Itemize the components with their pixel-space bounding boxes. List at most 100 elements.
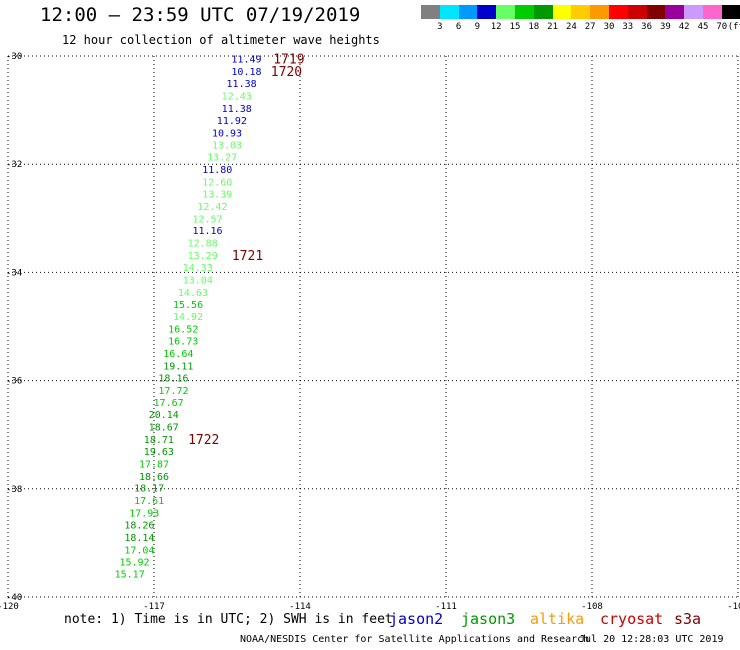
legend-jason3: jason3 — [461, 610, 516, 628]
wave-height-value: 16.73 — [168, 337, 198, 348]
lat-label: -38 — [6, 485, 22, 495]
legend-altika: altika — [530, 610, 585, 628]
legend-swatch — [590, 5, 609, 19]
wave-height-value: 14.92 — [173, 312, 203, 323]
footer-note: note: 1) Time is in UTC; 2) SWH is in fe… — [64, 612, 393, 627]
wave-height-value: 15.17 — [115, 570, 145, 581]
wave-height-value: 18.66 — [139, 472, 169, 483]
legend-swatch — [627, 5, 647, 19]
wave-height-value: 16.52 — [168, 325, 198, 336]
lat-label: -34 — [6, 268, 22, 278]
generated-timestamp: Jul 20 12:28:03 UTC 2019 — [579, 634, 724, 645]
wave-height-value: 13.03 — [212, 141, 242, 152]
wave-height-points: 11.4910.1811.3812.4311.3811.9210.9313.03… — [115, 55, 262, 581]
legend-cryosat: cryosat — [600, 610, 664, 628]
wave-height-value: 12.60 — [202, 178, 232, 189]
lon-label: -105 — [727, 602, 740, 612]
legend-s3a: s3a — [674, 610, 702, 628]
legend-tick-label: 21 — [547, 22, 559, 32]
map-subtitle: 12 hour collection of altimeter wave hei… — [62, 33, 380, 47]
wave-height-value: 10.93 — [212, 128, 242, 139]
legend-tick-label: 3 — [437, 22, 443, 32]
legend-swatch — [608, 5, 628, 19]
lon-label: -120 — [0, 602, 19, 612]
wave-height-value: 13.39 — [202, 189, 232, 200]
legend-swatch — [721, 5, 740, 19]
lat-lon-grid — [7, 55, 739, 598]
lat-label: -30 — [6, 52, 22, 62]
lon-label: -108 — [581, 602, 603, 612]
wave-height-value: 11.49 — [231, 55, 261, 66]
wave-height-value: 13.04 — [183, 275, 213, 286]
wave-height-value: 17.72 — [158, 386, 188, 397]
legend-swatch — [439, 5, 459, 19]
wave-height-value: 18.71 — [144, 435, 174, 446]
legend-tick-label: 30 — [603, 22, 615, 32]
wave-height-value: 13.29 — [188, 251, 218, 262]
wave-height-value: 11.80 — [202, 165, 232, 176]
wave-height-value: 12.88 — [188, 239, 218, 250]
legend-tick-label: 36 — [641, 22, 653, 32]
legend-tick-label: 70 — [716, 22, 728, 32]
legend-jason2: jason2 — [389, 610, 444, 628]
wave-height-value: 16.64 — [163, 349, 193, 360]
wave-height-value: 14.63 — [178, 288, 208, 299]
wave-height-value: 17.61 — [134, 496, 164, 507]
time-label: 1722 — [188, 433, 219, 448]
wave-height-value: 12.57 — [192, 214, 222, 225]
wave-height-value: 15.56 — [173, 300, 203, 311]
legend-tick-label: 12 — [490, 22, 502, 32]
legend-tick-label: 42 — [678, 22, 690, 32]
wave-height-value: 15.92 — [119, 557, 149, 568]
wave-height-value: 11.38 — [222, 104, 252, 115]
wave-height-value: 18.26 — [124, 521, 154, 532]
wave-height-value: 18.14 — [124, 533, 154, 544]
lat-label: -32 — [6, 160, 22, 170]
legend-tick-label: 9 — [474, 22, 481, 32]
time-label: 1720 — [271, 65, 302, 80]
wave-height-value: 11.38 — [227, 79, 257, 90]
legend-swatch — [496, 5, 515, 19]
legend-tick-label: 27 — [584, 22, 596, 32]
color-legend — [421, 5, 740, 19]
legend-swatch — [477, 5, 497, 19]
legend-tick-label: 33 — [622, 22, 634, 32]
wave-height-value: 11.92 — [217, 116, 247, 127]
wave-height-value: 18.67 — [149, 423, 179, 434]
lon-label: -117 — [143, 602, 165, 612]
legend-swatch — [514, 5, 534, 19]
wave-height-value: 17.67 — [154, 398, 184, 409]
legend-swatch — [458, 5, 478, 19]
wave-height-value: 11.16 — [192, 226, 222, 237]
legend-tick-label: 24 — [565, 22, 577, 32]
legend-swatch — [421, 5, 440, 19]
wave-height-value: 12.43 — [222, 91, 252, 102]
legend-tick-label: 45 — [697, 22, 709, 32]
wave-height-value: 12.42 — [197, 202, 227, 213]
legend-swatch — [646, 5, 666, 19]
credit-text: NOAA/NESDIS Center for Satellite Applica… — [240, 634, 590, 645]
wave-height-value: 19.11 — [163, 361, 193, 372]
wave-height-value: 13.27 — [207, 153, 237, 164]
legend-tick-label: 39 — [659, 22, 671, 32]
lat-label: -40 — [6, 593, 22, 603]
map-title: 12:00 – 23:59 UTC 07/19/2019 — [40, 4, 361, 26]
wave-height-value: 19.63 — [144, 447, 174, 458]
wave-height-value: 14.33 — [183, 263, 213, 274]
wave-height-value: 17.93 — [129, 509, 159, 520]
time-label: 1721 — [232, 249, 263, 264]
legend-tick-label: 18 — [528, 22, 540, 32]
legend-swatch — [533, 5, 553, 19]
legend-swatch — [684, 5, 703, 19]
lat-label: -36 — [6, 377, 22, 387]
wave-height-value: 17.87 — [139, 459, 169, 470]
legend-swatch — [702, 5, 722, 19]
wave-height-value: 20.14 — [149, 410, 179, 421]
legend-tick-label: 15 — [509, 22, 521, 32]
wave-height-value: 10.18 — [231, 67, 261, 78]
legend-swatch — [552, 5, 572, 19]
legend-tick-label: 6 — [455, 22, 462, 32]
